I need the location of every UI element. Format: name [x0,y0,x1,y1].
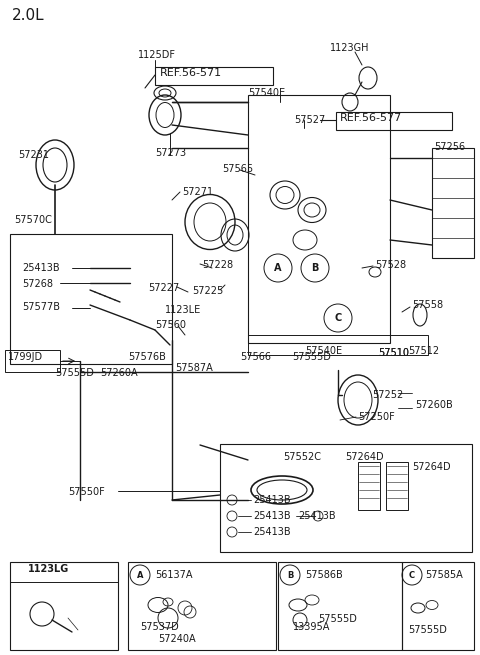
Bar [402,562,474,650]
Text: 1123GH: 1123GH [330,43,370,53]
Bar [128,562,276,650]
Text: 1123LG: 1123LG [28,564,69,574]
Text: 57555D: 57555D [55,368,94,378]
Text: 1799JD: 1799JD [8,352,43,362]
Text: 57576B: 57576B [128,352,166,362]
Text: A: A [137,571,143,580]
Text: 57510: 57510 [378,348,409,358]
Bar [386,462,408,510]
Text: 57240A: 57240A [158,634,196,644]
Text: 1123LE: 1123LE [165,305,201,315]
Text: 57570C: 57570C [14,215,52,225]
Bar [278,562,402,650]
Text: C: C [409,571,415,580]
Text: 57565: 57565 [222,164,253,174]
Text: 56137A: 56137A [155,570,192,580]
Text: REF.56-577: REF.56-577 [340,113,402,123]
Text: 25413B: 25413B [253,495,290,505]
Text: 25413B: 25413B [298,511,336,521]
Text: 25413B: 25413B [22,263,60,273]
Bar [248,95,390,343]
Bar [248,335,428,355]
Bar [10,234,172,364]
Text: 57555D: 57555D [408,625,447,635]
Text: 57587A: 57587A [175,363,213,373]
Text: 57512: 57512 [408,346,439,356]
Text: 57256: 57256 [434,142,465,152]
Text: 25413B: 25413B [253,511,290,521]
Bar [220,444,472,552]
Text: 57510: 57510 [378,348,409,358]
Text: 57252: 57252 [372,390,403,400]
Text: 57264D: 57264D [412,462,451,472]
Bar [336,112,452,130]
Text: 57555D: 57555D [318,614,357,624]
Text: 57585A: 57585A [425,570,463,580]
Text: 57537D: 57537D [140,622,179,632]
Text: 57268: 57268 [22,279,53,289]
Text: 57273: 57273 [155,148,186,158]
Text: 57540E: 57540E [248,88,285,98]
Text: C: C [335,313,342,323]
Bar [5,350,60,372]
Text: 57260B: 57260B [415,400,453,410]
Text: 57231: 57231 [18,150,49,160]
Bar [10,562,118,650]
Text: 57528: 57528 [375,260,406,270]
Text: 25413B: 25413B [253,527,290,537]
Text: 1125DF: 1125DF [138,50,176,60]
Bar [432,148,474,258]
Text: 57264D: 57264D [345,452,384,462]
Text: 57560: 57560 [155,320,186,330]
Text: 57540E: 57540E [305,346,342,356]
Text: 57555D: 57555D [292,352,331,362]
Text: 57566: 57566 [240,352,271,362]
Text: 57271: 57271 [182,187,213,197]
Bar [358,462,380,510]
Text: 57558: 57558 [412,300,443,310]
Text: 57250F: 57250F [358,412,395,422]
Text: 57227: 57227 [148,283,179,293]
Text: 2.0L: 2.0L [12,8,45,23]
Bar [155,67,273,85]
Text: B: B [312,263,319,273]
Text: A: A [274,263,282,273]
Text: 13395A: 13395A [293,622,330,632]
Text: 57225: 57225 [192,286,223,296]
Text: 57260A: 57260A [100,368,138,378]
Text: 57550F: 57550F [68,487,105,497]
Text: 57577B: 57577B [22,302,60,312]
Text: 57527: 57527 [294,115,325,125]
Text: REF.56-571: REF.56-571 [160,68,222,78]
Text: B: B [287,571,293,580]
Text: 57552C: 57552C [283,452,321,462]
Text: 57586B: 57586B [305,570,343,580]
Text: 57228: 57228 [202,260,233,270]
